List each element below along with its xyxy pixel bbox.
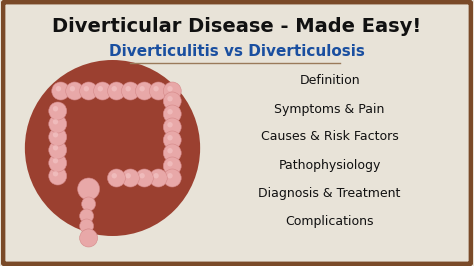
- Text: Diagnosis & Treatment: Diagnosis & Treatment: [258, 186, 401, 200]
- Circle shape: [49, 102, 67, 120]
- FancyBboxPatch shape: [3, 2, 471, 264]
- Circle shape: [139, 173, 145, 178]
- Circle shape: [25, 60, 200, 236]
- Circle shape: [80, 209, 93, 223]
- Text: Complications: Complications: [285, 214, 374, 227]
- Circle shape: [82, 197, 96, 211]
- Circle shape: [149, 169, 167, 187]
- Text: Pathophysiology: Pathophysiology: [278, 159, 381, 172]
- Circle shape: [126, 173, 131, 178]
- Circle shape: [164, 144, 181, 162]
- Circle shape: [126, 86, 131, 92]
- Circle shape: [53, 106, 58, 111]
- Circle shape: [164, 157, 181, 175]
- Circle shape: [108, 82, 126, 100]
- Circle shape: [53, 132, 58, 138]
- Circle shape: [53, 158, 58, 163]
- Circle shape: [56, 86, 61, 92]
- Circle shape: [167, 148, 173, 153]
- Circle shape: [49, 115, 67, 133]
- Circle shape: [53, 145, 58, 151]
- Circle shape: [167, 86, 173, 92]
- Circle shape: [136, 169, 153, 187]
- Text: Diverticular Disease - Made Easy!: Diverticular Disease - Made Easy!: [52, 16, 422, 35]
- Circle shape: [139, 86, 145, 92]
- Circle shape: [164, 92, 181, 110]
- Circle shape: [80, 229, 98, 247]
- Circle shape: [52, 82, 70, 100]
- Text: Diverticulitis vs Diverticulosis: Diverticulitis vs Diverticulosis: [109, 44, 365, 60]
- Circle shape: [93, 82, 111, 100]
- Circle shape: [154, 86, 159, 92]
- Circle shape: [108, 169, 126, 187]
- Text: Causes & Risk Factors: Causes & Risk Factors: [261, 131, 399, 143]
- Text: Definition: Definition: [299, 74, 360, 88]
- Circle shape: [164, 118, 181, 136]
- Circle shape: [49, 167, 67, 185]
- Circle shape: [84, 86, 89, 92]
- Circle shape: [121, 169, 139, 187]
- Circle shape: [167, 109, 173, 114]
- Circle shape: [80, 82, 98, 100]
- Circle shape: [80, 219, 93, 233]
- Circle shape: [49, 128, 67, 146]
- Circle shape: [66, 82, 83, 100]
- Circle shape: [149, 82, 167, 100]
- Circle shape: [53, 119, 58, 124]
- Circle shape: [98, 86, 103, 92]
- Circle shape: [167, 161, 173, 167]
- Circle shape: [49, 154, 67, 172]
- Circle shape: [111, 173, 117, 178]
- Circle shape: [167, 96, 173, 101]
- Circle shape: [167, 135, 173, 140]
- Circle shape: [82, 229, 96, 243]
- Circle shape: [111, 86, 117, 92]
- Circle shape: [164, 131, 181, 149]
- Circle shape: [164, 82, 181, 100]
- Circle shape: [167, 173, 173, 178]
- Text: Symptoms & Pain: Symptoms & Pain: [274, 102, 385, 115]
- Circle shape: [49, 141, 67, 159]
- Circle shape: [53, 171, 58, 176]
- Circle shape: [164, 105, 181, 123]
- Circle shape: [136, 82, 153, 100]
- Circle shape: [154, 173, 159, 178]
- Circle shape: [78, 178, 100, 200]
- Circle shape: [121, 82, 139, 100]
- Circle shape: [167, 122, 173, 127]
- Circle shape: [70, 86, 75, 92]
- Circle shape: [164, 169, 181, 187]
